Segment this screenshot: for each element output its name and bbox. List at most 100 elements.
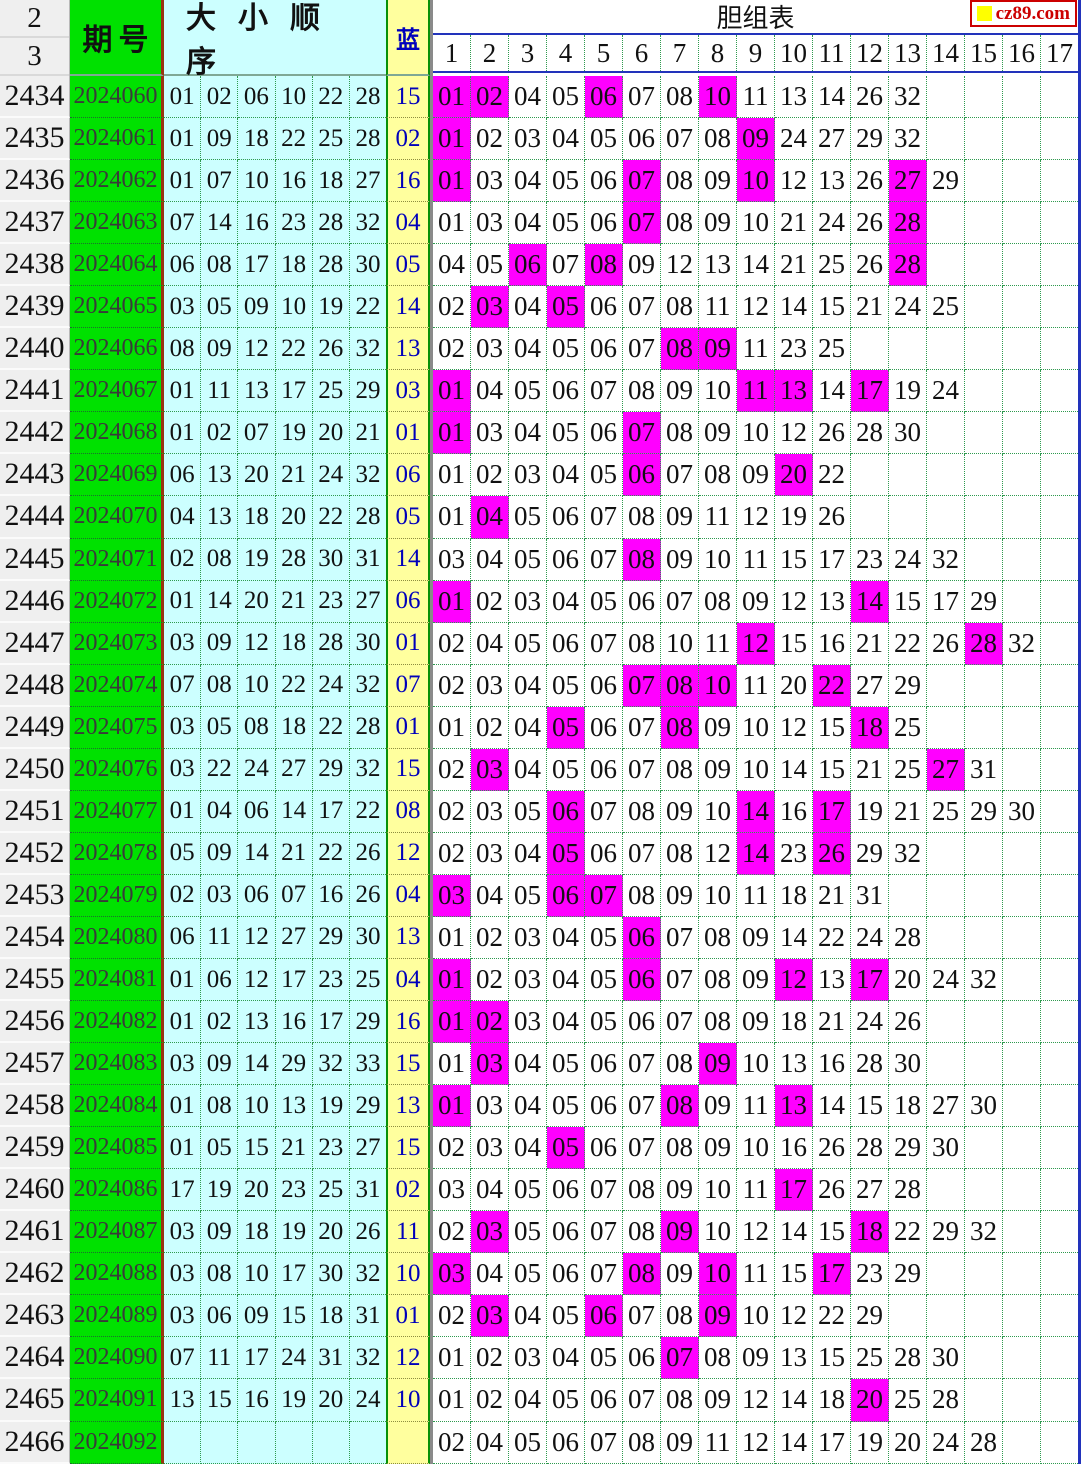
blue-ball-cell: 14 <box>386 286 430 329</box>
table-body: 2434 2024060 01 02 06 10 22 28 15 01 02 04 05 06 07 08 1… <box>0 76 1081 1464</box>
dan-number-cell: 03 <box>471 832 509 875</box>
dan-number-cell: 04 <box>509 160 547 203</box>
dan-number-cell: 03 <box>471 1085 509 1128</box>
dan-number-cell <box>1003 748 1041 791</box>
order-number-cell: 17 <box>312 790 350 833</box>
dan-cells: 02 03 04 05 06 07 08 10 11 20 22 27 29 <box>430 664 1081 707</box>
dan-number-cell: 07 <box>623 1127 661 1170</box>
dan-number-cell: 24 <box>851 916 889 959</box>
dan-number-cell <box>1003 1169 1041 1212</box>
dan-number-cell: 07 <box>623 832 661 875</box>
order-number-cell: 25 <box>312 118 350 161</box>
table-row: 2435 2024061 01 09 18 22 25 28 02 01 02 03 04 05 06 07 0… <box>0 118 1081 161</box>
dan-number-cell: 05 <box>509 370 547 413</box>
dan-number-cell: 21 <box>813 874 851 917</box>
dan-number-cell: 03 <box>471 790 509 833</box>
order-number-cell: 29 <box>275 1043 313 1086</box>
dan-number-cell: 24 <box>927 370 965 413</box>
dan-number-cell: 04 <box>547 916 585 959</box>
dan-number-cell: 12 <box>737 1211 775 1254</box>
dan-cells: 01 04 05 06 07 08 09 11 12 19 26 <box>430 496 1081 539</box>
dan-number-cell <box>1003 370 1041 413</box>
dan-number-cell: 05 <box>509 874 547 917</box>
dan-column-header: 5 <box>585 35 623 71</box>
table-row: 2466 2024092 02 04 05 06 07 08 09 11 12 14 17 19 20 24 2… <box>0 1421 1081 1464</box>
dan-number-cell: 01 <box>433 706 471 749</box>
dan-number-cell <box>1003 1085 1041 1128</box>
order-number-cell: 01 <box>164 370 202 413</box>
dan-number-cell: 07 <box>585 370 623 413</box>
dan-table-header: 胆组表 cz89.com 1 2 3 4 5 6 7 8 9 10 11 12 13 14 15 16 17 <box>430 0 1081 76</box>
dan-number-cell <box>927 832 965 875</box>
dan-column-header: 9 <box>737 35 775 71</box>
order-number-cell: 30 <box>312 1253 350 1296</box>
dan-number-cell: 07 <box>623 1379 661 1422</box>
site-logo[interactable]: cz89.com <box>969 0 1077 27</box>
dan-number-cell: 06 <box>547 1421 585 1464</box>
dan-number-cell-hit: 10 <box>699 664 737 707</box>
dan-number-cell <box>1041 244 1078 287</box>
dan-number-cell <box>1041 160 1078 203</box>
dan-cells: 02 03 05 06 07 08 09 10 14 16 17 19 21 25 29 30 <box>430 790 1081 833</box>
order-number-cell: 22 <box>312 76 350 119</box>
dan-number-cell: 07 <box>661 454 699 497</box>
dan-number-cell: 02 <box>471 580 509 623</box>
dan-number-cell: 27 <box>813 118 851 161</box>
dan-number-cell <box>1041 370 1078 413</box>
dan-number-cell: 15 <box>775 1253 813 1296</box>
order-number-cell: 02 <box>164 874 202 917</box>
dan-number-cell-hit: 05 <box>547 832 585 875</box>
order-number-cell: 03 <box>164 1295 202 1338</box>
dan-number-cell: 07 <box>623 1043 661 1086</box>
dan-number-cell: 02 <box>433 748 471 791</box>
dan-number-cell: 21 <box>775 244 813 287</box>
blue-ball-cell: 08 <box>386 790 430 833</box>
dan-number-cell: 04 <box>471 538 509 581</box>
order-number-cell: 06 <box>238 76 276 119</box>
dan-number-cell: 05 <box>509 1421 547 1464</box>
row-number: 2443 <box>0 454 70 497</box>
dan-number-cell: 05 <box>547 328 585 371</box>
dan-number-cell: 02 <box>433 790 471 833</box>
size-order-cells: 06 08 17 18 28 30 <box>164 244 387 287</box>
table-row: 2456 2024082 01 02 13 16 17 29 16 01 02 03 04 05 06 07 0… <box>0 1001 1081 1044</box>
order-number-cell: 20 <box>312 1211 350 1254</box>
dan-number-cell <box>1041 1253 1078 1296</box>
dan-column-header: 3 <box>509 35 547 71</box>
dan-number-cell <box>927 244 965 287</box>
dan-number-cell <box>1003 328 1041 371</box>
dan-number-cell <box>1003 1295 1041 1338</box>
order-number-cell: 23 <box>275 202 313 245</box>
dan-number-cell <box>927 1001 965 1044</box>
dan-number-cell: 04 <box>547 958 585 1002</box>
blue-ball-cell: 13 <box>386 916 430 959</box>
dan-number-cell: 32 <box>927 538 965 581</box>
period-cell: 2024079 <box>70 874 164 917</box>
order-number-cell: 16 <box>275 1001 313 1044</box>
dan-number-cell <box>965 1169 1003 1212</box>
dan-number-cell <box>1003 874 1041 917</box>
dan-number-cell: 14 <box>775 1379 813 1422</box>
order-number-cell: 17 <box>275 1253 313 1296</box>
dan-number-cell: 05 <box>547 202 585 245</box>
dan-number-cell: 03 <box>509 118 547 161</box>
dan-number-cell: 24 <box>927 958 965 1002</box>
dan-column-header: 16 <box>1003 35 1041 71</box>
dan-number-cell: 02 <box>433 1421 471 1464</box>
dan-number-cell: 06 <box>585 160 623 203</box>
dan-number-cell: 06 <box>623 1001 661 1044</box>
size-order-cells: 01 11 13 17 25 29 <box>164 370 387 413</box>
dan-number-cell: 28 <box>889 1169 927 1212</box>
dan-cells: 01 02 03 04 05 06 07 08 09 14 22 24 28 <box>430 916 1081 959</box>
dan-number-cell: 23 <box>851 1253 889 1296</box>
table-row: 2458 2024084 01 08 10 13 19 29 13 01 03 04 05 06 07 08 0… <box>0 1085 1081 1128</box>
dan-number-cell: 01 <box>433 202 471 245</box>
order-number-cell: 16 <box>238 202 276 245</box>
dan-number-cell <box>1041 1379 1078 1422</box>
dan-number-cell: 02 <box>471 1337 509 1380</box>
period-cell: 2024086 <box>70 1169 164 1212</box>
table-row: 2453 2024079 02 03 06 07 16 26 04 03 04 05 06 07 08 09 1… <box>0 874 1081 917</box>
dan-number-cell <box>965 454 1003 497</box>
order-number-cell: 28 <box>349 707 387 749</box>
dan-number-cell <box>1003 202 1041 245</box>
